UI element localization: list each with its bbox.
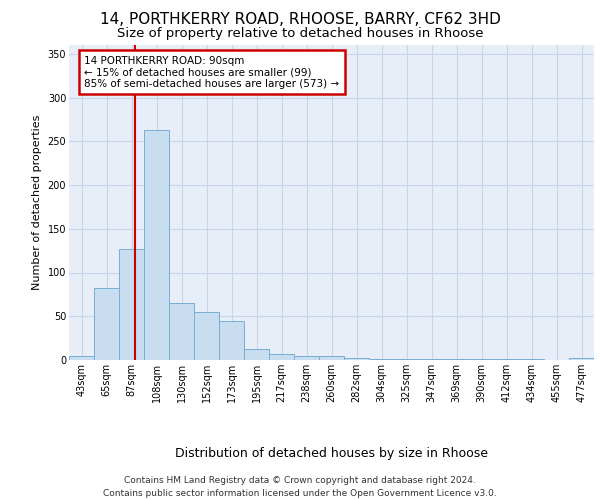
Bar [119, 249, 144, 360]
Bar [344, 358, 369, 360]
Bar [169, 303, 194, 360]
Bar [294, 356, 319, 360]
Bar [144, 130, 169, 360]
Bar [494, 359, 519, 360]
Bar [194, 312, 219, 360]
Bar [444, 359, 469, 360]
Bar [219, 320, 244, 360]
Bar [319, 356, 344, 360]
Bar [244, 348, 269, 360]
Text: 14 PORTHKERRY ROAD: 90sqm
← 15% of detached houses are smaller (99)
85% of semi-: 14 PORTHKERRY ROAD: 90sqm ← 15% of detac… [85, 56, 340, 88]
Bar [94, 288, 119, 360]
Text: Size of property relative to detached houses in Rhoose: Size of property relative to detached ho… [117, 28, 483, 40]
Bar [519, 359, 544, 360]
Bar [419, 359, 444, 360]
Bar [569, 358, 594, 360]
X-axis label: Distribution of detached houses by size in Rhoose: Distribution of detached houses by size … [175, 446, 488, 460]
Bar [369, 359, 394, 360]
Text: 14, PORTHKERRY ROAD, RHOOSE, BARRY, CF62 3HD: 14, PORTHKERRY ROAD, RHOOSE, BARRY, CF62… [100, 12, 500, 28]
Bar [69, 356, 94, 360]
Bar [469, 359, 494, 360]
Bar [269, 354, 294, 360]
Bar [394, 359, 419, 360]
Y-axis label: Number of detached properties: Number of detached properties [32, 115, 42, 290]
Text: Contains HM Land Registry data © Crown copyright and database right 2024.
Contai: Contains HM Land Registry data © Crown c… [103, 476, 497, 498]
